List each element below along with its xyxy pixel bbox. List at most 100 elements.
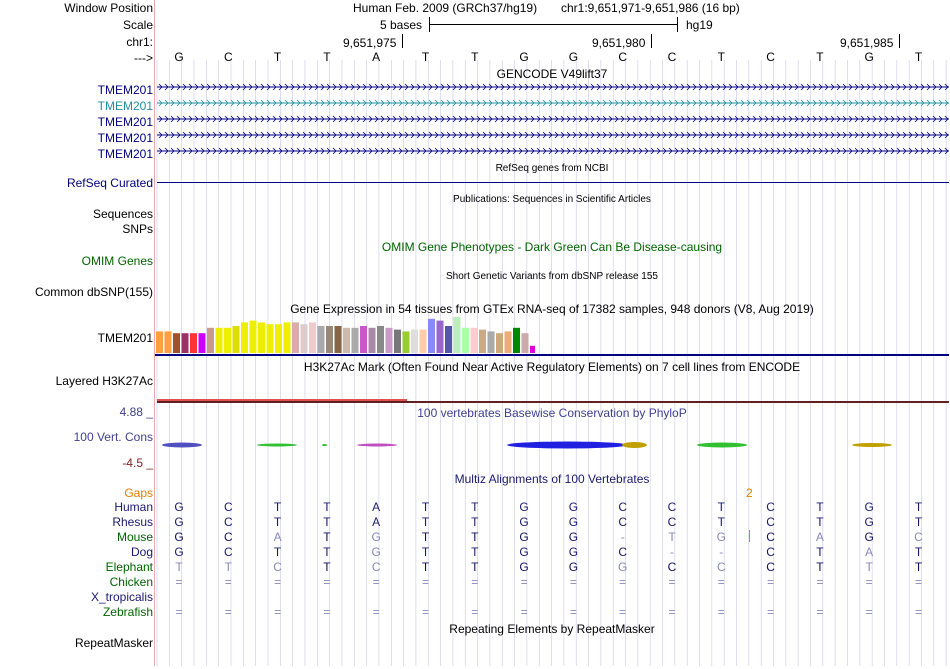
snps-label[interactable]: SNPs bbox=[122, 222, 153, 236]
strand-arrow bbox=[572, 147, 577, 155]
strand-arrow bbox=[278, 131, 283, 139]
strand-arrow bbox=[200, 131, 205, 139]
gene-label-4[interactable]: TMEM201 bbox=[97, 131, 153, 145]
gencode-feature-lines[interactable] bbox=[157, 82, 949, 160]
strand-arrow bbox=[404, 99, 409, 107]
species-label[interactable]: Human bbox=[114, 500, 153, 514]
gaps-label[interactable]: Gaps bbox=[124, 486, 153, 500]
repeatmasker-track-title[interactable]: Repeating Elements by RepeatMasker bbox=[449, 622, 655, 636]
aligned-base: = bbox=[668, 575, 676, 589]
conservation-logo[interactable] bbox=[157, 430, 949, 460]
gtex-tissue-bar bbox=[521, 333, 529, 353]
repeatmasker-label[interactable]: RepeatMasker bbox=[74, 636, 153, 650]
strand-arrow bbox=[284, 83, 289, 91]
strand-arrow bbox=[752, 83, 757, 91]
species-label[interactable]: Rhesus bbox=[112, 515, 153, 529]
omim-label[interactable]: OMIM Genes bbox=[81, 254, 153, 268]
strand-arrow bbox=[770, 99, 775, 107]
strand-arrow bbox=[308, 147, 313, 155]
refseq-label[interactable]: RefSeq Curated bbox=[66, 176, 153, 190]
strand-arrow bbox=[944, 131, 949, 139]
strand-arrow bbox=[410, 83, 415, 91]
species-label[interactable]: Mouse bbox=[116, 530, 153, 544]
aligned-base: G bbox=[174, 530, 184, 544]
strand-arrow bbox=[842, 115, 847, 123]
gene-label-5[interactable]: TMEM201 bbox=[97, 147, 153, 161]
species-label[interactable]: Zebrafish bbox=[102, 605, 153, 619]
gtex-tissue-bar bbox=[232, 326, 240, 353]
strand-arrow bbox=[662, 99, 667, 107]
aligned-base: T bbox=[865, 560, 873, 574]
strand-arrow bbox=[620, 147, 625, 155]
strand-arrow bbox=[806, 83, 811, 91]
strand-arrow bbox=[530, 131, 535, 139]
aligned-base: = bbox=[372, 575, 380, 589]
gtex-tissue-bar bbox=[504, 331, 512, 353]
strand-arrow bbox=[380, 147, 385, 155]
strand-arrow bbox=[338, 131, 343, 139]
strand-arrow bbox=[680, 99, 685, 107]
species-label[interactable]: Elephant bbox=[105, 560, 153, 574]
refseq-feature-line[interactable] bbox=[157, 182, 949, 183]
strand-arrow bbox=[776, 99, 781, 107]
strand-arrow bbox=[824, 99, 829, 107]
gtex-tissue-bar bbox=[513, 327, 520, 353]
publications-track-title[interactable]: Publications: Sequences in Scientific Ar… bbox=[453, 194, 651, 205]
strand-arrow bbox=[476, 115, 481, 123]
species-label[interactable]: X_tropicalis bbox=[90, 590, 153, 604]
gene-label-3[interactable]: TMEM201 bbox=[97, 115, 153, 129]
strand-arrow bbox=[266, 115, 271, 123]
aligned-base: = bbox=[865, 605, 873, 619]
strand-arrow bbox=[428, 115, 433, 123]
strand-arrow bbox=[590, 99, 595, 107]
gtex-label[interactable]: TMEM201 bbox=[97, 331, 153, 345]
aligned-base: G bbox=[174, 515, 184, 529]
strand-arrow bbox=[728, 147, 733, 155]
aligned-base: C bbox=[766, 560, 775, 574]
strand-arrow bbox=[734, 83, 739, 91]
strand-arrow bbox=[722, 99, 727, 107]
strand-arrow bbox=[452, 147, 457, 155]
aligned-base: G bbox=[519, 530, 529, 544]
gencode-track-title[interactable]: GENCODE V49lift37 bbox=[496, 67, 608, 81]
strand-arrow bbox=[728, 83, 733, 91]
gtex-tissue-bar bbox=[496, 333, 503, 353]
strand-arrow bbox=[440, 131, 445, 139]
aligned-base: = bbox=[668, 605, 676, 619]
strand-arrow bbox=[374, 115, 379, 123]
dbsnp-track-title[interactable]: Short Genetic Variants from dbSNP releas… bbox=[446, 271, 658, 282]
gtex-bar-graph[interactable] bbox=[155, 317, 535, 354]
strand-arrow bbox=[224, 99, 229, 107]
conservation-track-title[interactable]: 100 vertebrates Basewise Conservation by… bbox=[417, 406, 687, 420]
conservation-label[interactable]: 100 Vert. Cons bbox=[73, 430, 153, 444]
sequences-label[interactable]: Sequences bbox=[92, 207, 153, 221]
gene-label-1[interactable]: TMEM201 bbox=[97, 83, 153, 97]
strand-arrow bbox=[536, 131, 541, 139]
species-label[interactable]: Chicken bbox=[109, 575, 153, 589]
h3k27ac-label[interactable]: Layered H3K27Ac bbox=[55, 374, 153, 388]
strand-arrow bbox=[542, 115, 547, 123]
h3k27ac-track-title[interactable]: H3K27Ac Mark (Often Found Near Active Re… bbox=[303, 360, 801, 374]
strand-arrow bbox=[920, 147, 925, 155]
species-label[interactable]: Dog bbox=[130, 545, 153, 559]
h3k27ac-signal-line[interactable] bbox=[157, 401, 949, 403]
strand-arrow bbox=[830, 131, 835, 139]
strand-arrow bbox=[506, 147, 511, 155]
strand-arrow bbox=[716, 115, 721, 123]
gene-label-2[interactable]: TMEM201 bbox=[97, 99, 153, 113]
multiz-track-title[interactable]: Multiz Alignments of 100 Vertebrates bbox=[454, 472, 650, 486]
ref-base: C bbox=[766, 50, 775, 64]
refseq-track-title[interactable]: RefSeq genes from NCBI bbox=[495, 163, 609, 174]
omim-track-title[interactable]: OMIM Gene Phenotypes - Dark Green Can Be… bbox=[381, 240, 723, 254]
aligned-base: G bbox=[568, 515, 579, 529]
strand-arrow bbox=[392, 115, 397, 123]
strand-arrow bbox=[314, 147, 319, 155]
strand-arrow bbox=[290, 83, 295, 91]
strand-arrow bbox=[242, 83, 247, 91]
aligned-base: G bbox=[864, 530, 874, 544]
strand-arrow bbox=[458, 147, 463, 155]
strand-arrow bbox=[758, 147, 763, 155]
dbsnp-label[interactable]: Common dbSNP(155) bbox=[34, 285, 153, 299]
strand-arrow bbox=[170, 99, 175, 107]
gtex-track-title[interactable]: Gene Expression in 54 tissues from GTEx … bbox=[290, 302, 814, 316]
